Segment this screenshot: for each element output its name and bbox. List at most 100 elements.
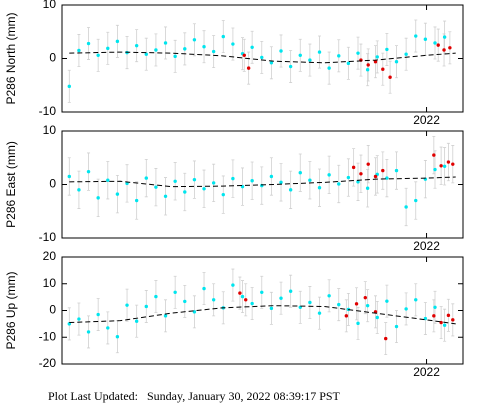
point <box>231 176 235 181</box>
point <box>381 67 385 71</box>
point <box>134 198 139 203</box>
point <box>202 286 206 291</box>
point <box>337 182 341 186</box>
y-tick-label: 20 <box>43 249 57 263</box>
point <box>366 162 370 166</box>
point <box>365 303 370 308</box>
point <box>250 179 254 183</box>
point <box>414 34 418 38</box>
point <box>86 41 91 46</box>
point <box>115 335 120 339</box>
point <box>373 174 378 179</box>
point <box>183 47 187 51</box>
y-axis-label: P286 Up (mm) <box>4 271 18 349</box>
point <box>96 312 100 317</box>
point <box>115 39 120 44</box>
point <box>288 188 293 192</box>
point <box>327 294 331 298</box>
point <box>337 54 341 58</box>
point <box>115 192 120 196</box>
point <box>211 181 216 185</box>
point <box>359 172 363 176</box>
y-tick-label: 0 <box>49 303 56 317</box>
y-axis-label: P286 East (mm) <box>4 141 18 228</box>
point <box>134 319 139 323</box>
point <box>354 302 359 306</box>
point <box>433 167 437 172</box>
point <box>327 66 331 70</box>
point <box>308 300 312 305</box>
point <box>173 54 177 59</box>
point <box>246 66 251 70</box>
point <box>154 185 158 189</box>
point <box>288 289 293 293</box>
point <box>86 169 91 174</box>
point <box>356 321 360 326</box>
point <box>106 326 110 330</box>
y-axis-label: P286 North (mm) <box>4 12 18 104</box>
plot-frame <box>61 256 464 365</box>
point <box>385 47 389 52</box>
point <box>384 336 388 341</box>
point <box>394 168 399 173</box>
point <box>183 299 187 304</box>
point <box>260 290 264 295</box>
point <box>351 165 356 170</box>
point <box>202 45 206 49</box>
x-tick-label: 2022 <box>413 113 440 127</box>
trend-line <box>69 305 456 325</box>
point <box>346 61 351 66</box>
point <box>279 180 283 185</box>
y-tick-label: 10 <box>43 0 57 11</box>
point <box>269 174 274 179</box>
point <box>317 186 322 190</box>
y-tick-label: -10 <box>39 104 57 118</box>
point <box>106 178 110 182</box>
point <box>279 296 283 300</box>
point <box>327 173 331 177</box>
point <box>244 298 248 302</box>
point <box>238 291 242 295</box>
point <box>373 60 378 64</box>
point <box>279 49 283 53</box>
point <box>260 55 264 60</box>
point <box>125 303 129 307</box>
point <box>250 301 254 306</box>
point <box>96 53 100 57</box>
point <box>337 302 341 307</box>
point <box>298 171 302 175</box>
point <box>442 35 447 39</box>
point <box>231 283 235 287</box>
point <box>394 324 399 329</box>
point <box>269 306 274 311</box>
point <box>442 48 446 52</box>
point <box>432 153 436 157</box>
point <box>404 307 408 311</box>
point <box>173 179 177 183</box>
point <box>394 60 399 64</box>
point <box>365 68 370 72</box>
y-tick-label: 0 <box>49 177 56 191</box>
x-tick-label: 2022 <box>413 239 440 253</box>
y-tick-label: -20 <box>39 356 57 370</box>
point <box>298 53 302 57</box>
point <box>144 52 148 56</box>
point <box>375 315 379 320</box>
point <box>442 323 447 327</box>
x-tick-label: 2022 <box>413 365 440 379</box>
point <box>363 295 368 300</box>
point <box>154 48 158 52</box>
y-tick-label: -10 <box>39 329 57 343</box>
point <box>173 290 177 295</box>
point <box>414 198 418 203</box>
point <box>439 164 443 168</box>
point <box>211 49 216 54</box>
point <box>192 177 197 182</box>
point <box>344 314 349 318</box>
point <box>77 188 81 192</box>
point <box>77 48 81 53</box>
point <box>388 75 392 79</box>
footer: Plot Last Updated: Sunday, January 30, 2… <box>48 389 341 403</box>
point <box>365 186 370 190</box>
point <box>446 160 451 164</box>
